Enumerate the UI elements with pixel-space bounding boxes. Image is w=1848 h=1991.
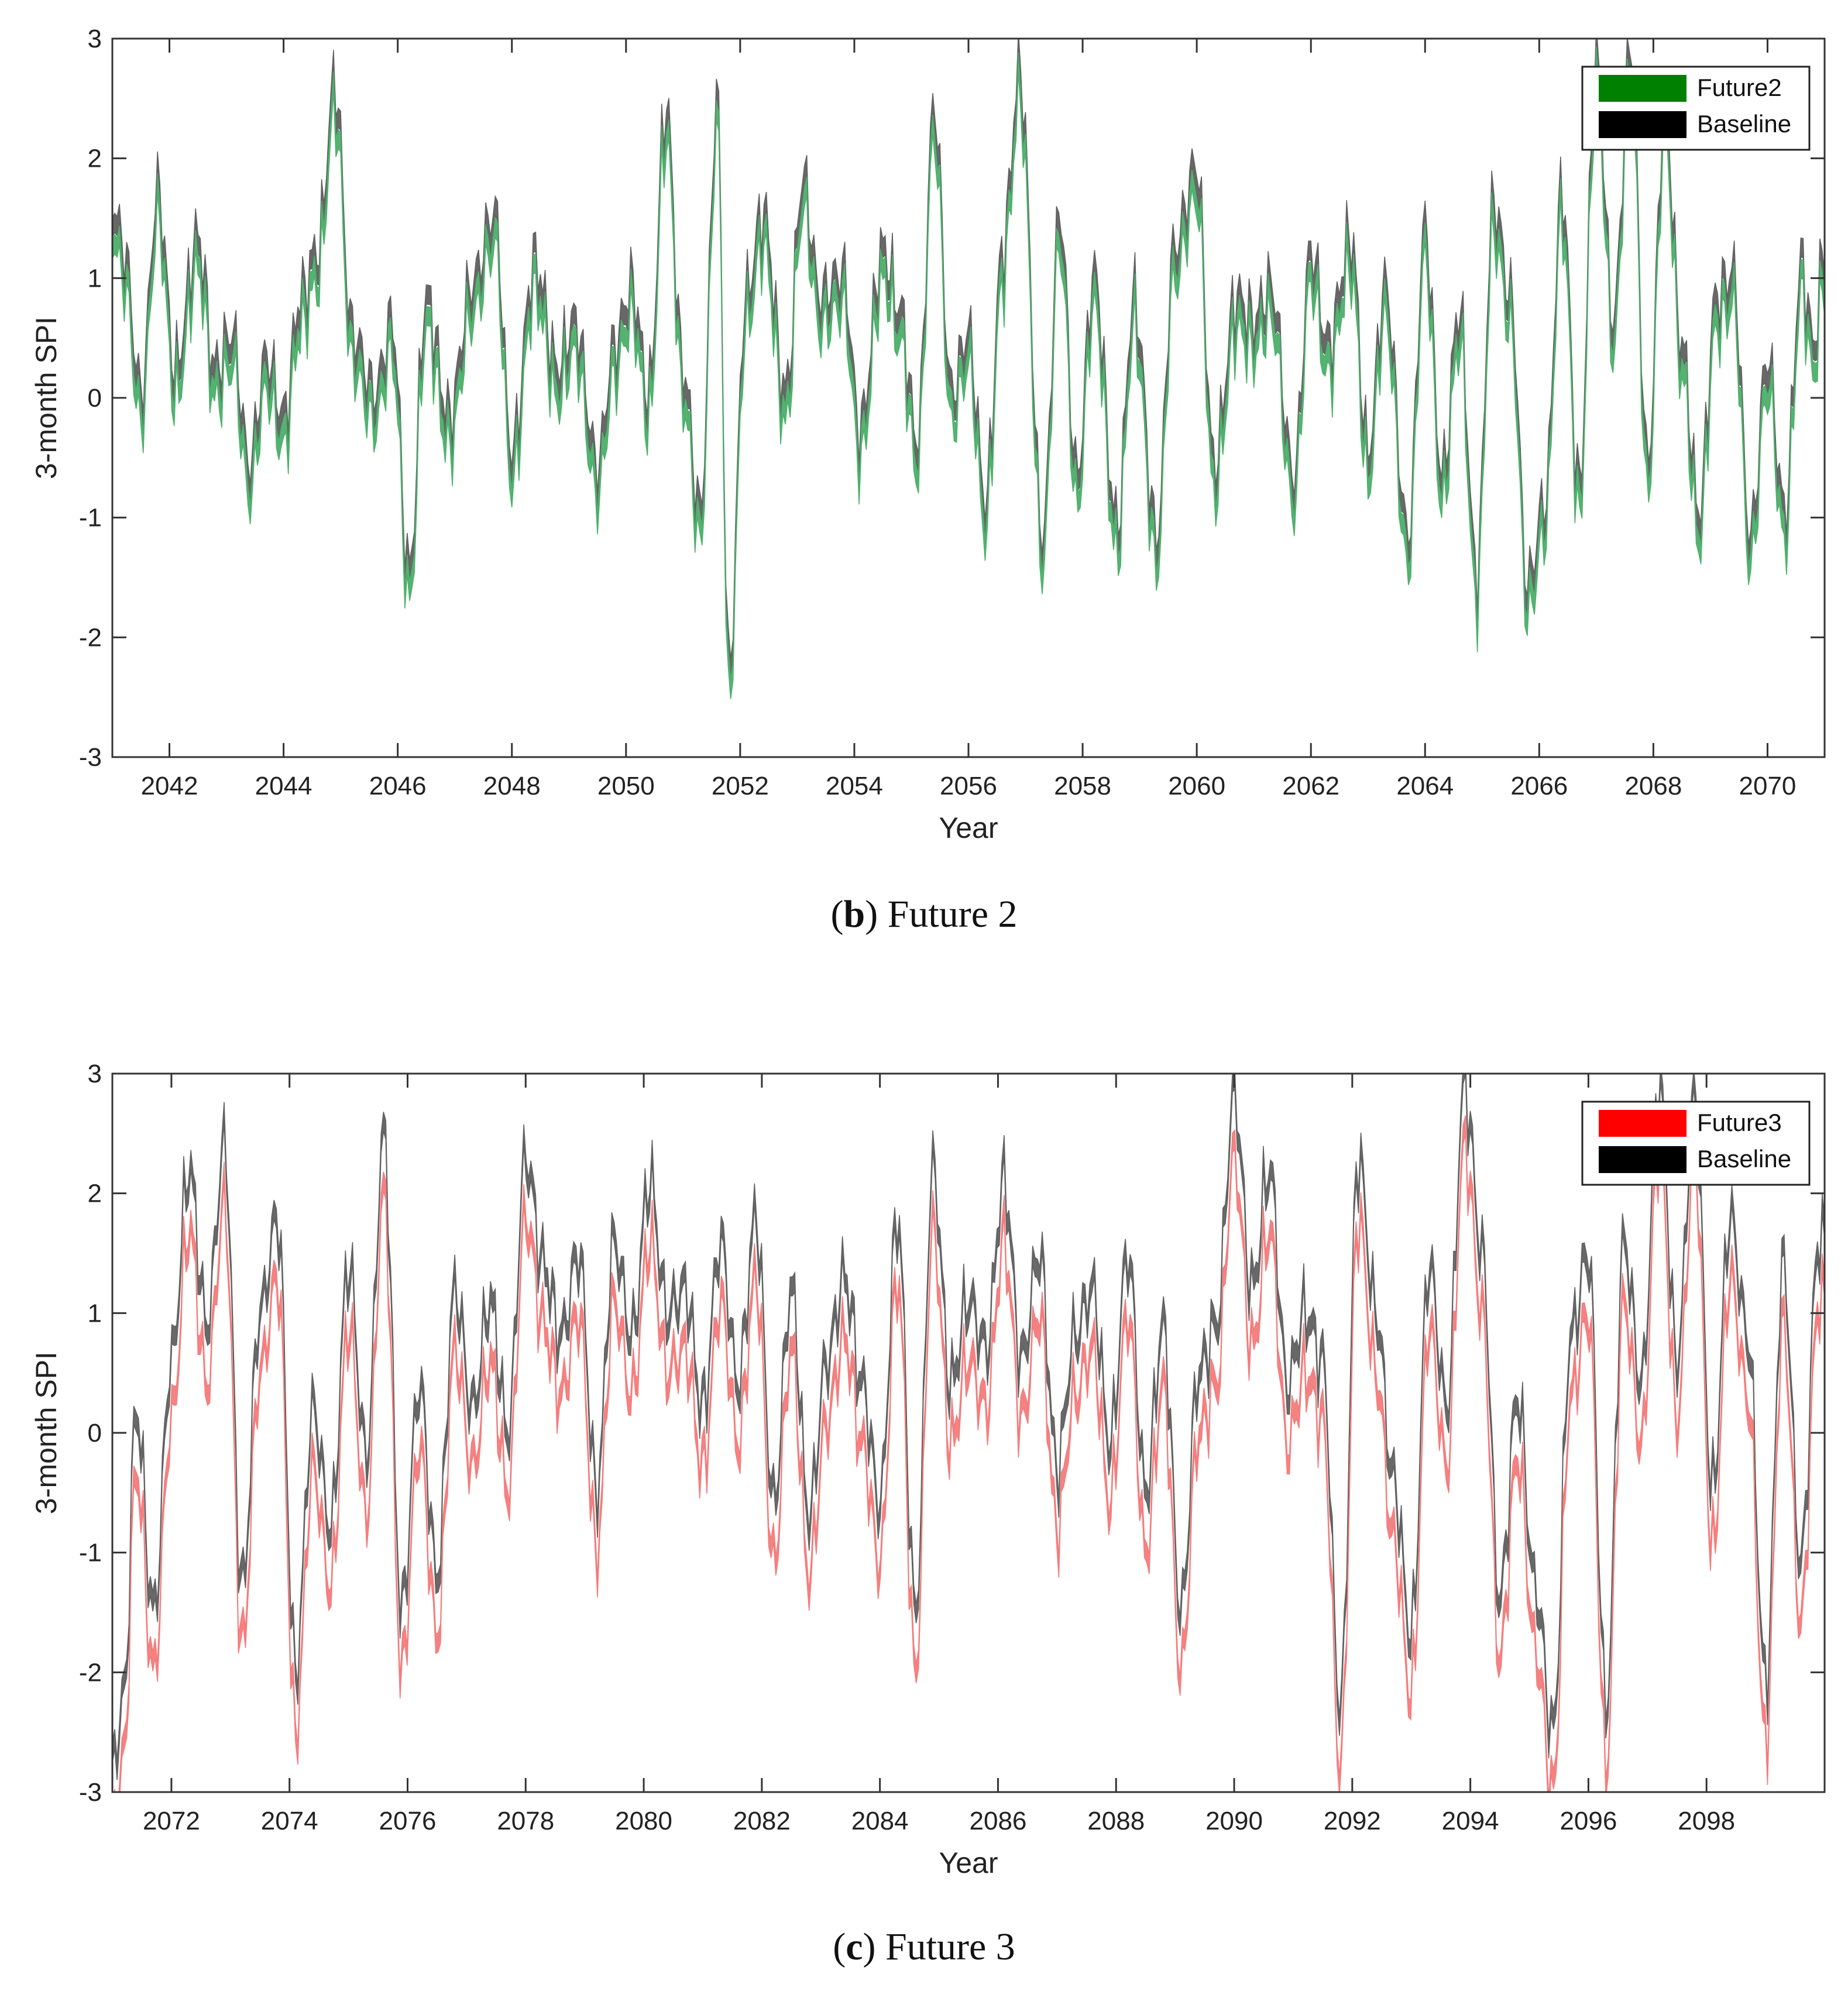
panel-c-x-axis-label: Year — [939, 1846, 998, 1879]
panel-c-legend: Future3 Baseline — [1581, 1101, 1811, 1186]
panel-c-caption-letter: c — [846, 1925, 863, 1968]
panel-c-legend-swatch-future3 — [1599, 1110, 1686, 1137]
panel-c-xtick-label: 2090 — [1205, 1807, 1263, 1835]
panel-b-xtick-label: 2042 — [141, 772, 198, 800]
panel-c-ytick-label: -1 — [79, 1539, 102, 1567]
panel-b-legend: Future2 Baseline — [1581, 66, 1811, 151]
panel-c-caption-text: Future 3 — [885, 1925, 1015, 1968]
panel-b-legend-swatch-future2 — [1599, 75, 1686, 102]
panel-c-ytick-label: 1 — [88, 1299, 102, 1328]
panel-c-xtick-label: 2098 — [1678, 1807, 1735, 1835]
panel-b-legend-label-baseline: Baseline — [1697, 110, 1791, 137]
panel-c-ytick-label: 0 — [88, 1419, 102, 1447]
panel-c-chart: -3 -2 -1 0 1 2 3 2072 2074 2076 2078 2080 2082 2084 20… — [30, 1060, 1826, 1879]
panel-b-ytick-label: -2 — [79, 623, 102, 652]
panel-b-chart: -3 -2 -1 0 1 2 3 2042 2044 2046 2048 2050 2052 2054 20… — [30, 25, 1826, 844]
panel-b-ytick-label: 0 — [88, 384, 102, 412]
panel-b-caption: (b) Future 2 — [830, 893, 1018, 936]
panel-c-xtick-label: 2096 — [1560, 1807, 1617, 1835]
panel-b-xtick-label: 2054 — [826, 772, 883, 800]
panel-b-series-group — [112, 39, 1825, 699]
panel-c-xtick-label: 2074 — [261, 1807, 318, 1835]
panel-c-series-baseline-band — [112, 1074, 1825, 1780]
panel-b-xtick-label: 2044 — [255, 772, 312, 800]
panel-b-ytick-label: 2 — [88, 145, 102, 173]
panel-c-series-future3-band — [114, 1115, 1825, 1792]
panel-c-legend-label-baseline: Baseline — [1697, 1145, 1791, 1172]
panel-b-xtick-label: 2068 — [1624, 772, 1682, 800]
panel-c-xtick-label: 2088 — [1087, 1807, 1145, 1835]
panel-c-xtick-label: 2086 — [970, 1807, 1027, 1835]
panel-b-xtick-label: 2050 — [597, 772, 655, 800]
panel-b-x-axis-label: Year — [939, 811, 998, 844]
panel-c-ytick-label: -3 — [79, 1778, 102, 1807]
panel-b-legend-label-future2: Future2 — [1697, 74, 1782, 101]
panel-c-xtick-label: 2082 — [733, 1807, 791, 1835]
panel-b-xtick-label: 2066 — [1510, 772, 1568, 800]
panel-b-xtick-label: 2064 — [1396, 772, 1454, 800]
panel-b-xtick-label: 2060 — [1168, 772, 1225, 800]
panel-c-xtick-label: 2078 — [497, 1807, 554, 1835]
panel-c-xtick-label: 2080 — [615, 1807, 672, 1835]
panel-c-ytick-label: 2 — [88, 1180, 102, 1208]
panel-c-xtick-label: 2076 — [379, 1807, 437, 1835]
panel-b-ytick-label: 1 — [88, 264, 102, 293]
panel-b-caption-letter: b — [843, 893, 865, 936]
panel-c-xtick-label: 2094 — [1442, 1807, 1499, 1835]
panel-c-legend-swatch-baseline — [1599, 1146, 1686, 1173]
panel-b-series-future2-band — [112, 46, 1825, 699]
panel-b-xtick-label: 2062 — [1282, 772, 1339, 800]
panel-b-xtick-label: 2070 — [1739, 772, 1797, 800]
panel-b-y-axis-label: 3-month SPI — [30, 317, 63, 479]
panel-b-ytick-label: -3 — [79, 743, 102, 772]
panel-b-caption-text: Future 2 — [887, 893, 1018, 936]
panel-c-ytick-label: -2 — [79, 1658, 102, 1687]
panel-b-xtick-label: 2058 — [1054, 772, 1111, 800]
panel-c-ytick-label: 3 — [88, 1060, 102, 1088]
panel-c-legend-label-future3: Future3 — [1697, 1109, 1782, 1136]
panel-b-ytick-label: 3 — [88, 25, 102, 53]
panel-c-caption: (c) Future 3 — [833, 1925, 1015, 1968]
panel-c-xtick-label: 2084 — [851, 1807, 909, 1835]
panel-b-xtick-label: 2052 — [712, 772, 769, 800]
panel-c-series-group — [112, 1074, 1825, 1792]
panel-c-y-axis-label: 3-month SPI — [30, 1352, 63, 1514]
panel-b-xtick-label: 2048 — [483, 772, 541, 800]
panel-b-xtick-label: 2046 — [369, 772, 427, 800]
panel-b-legend-swatch-baseline — [1599, 111, 1686, 138]
panel-b-ytick-label: -1 — [79, 504, 102, 532]
panel-c-xtick-label: 2072 — [143, 1807, 200, 1835]
panel-c-xtick-label: 2092 — [1324, 1807, 1381, 1835]
panel-b-xtick-label: 2056 — [940, 772, 997, 800]
